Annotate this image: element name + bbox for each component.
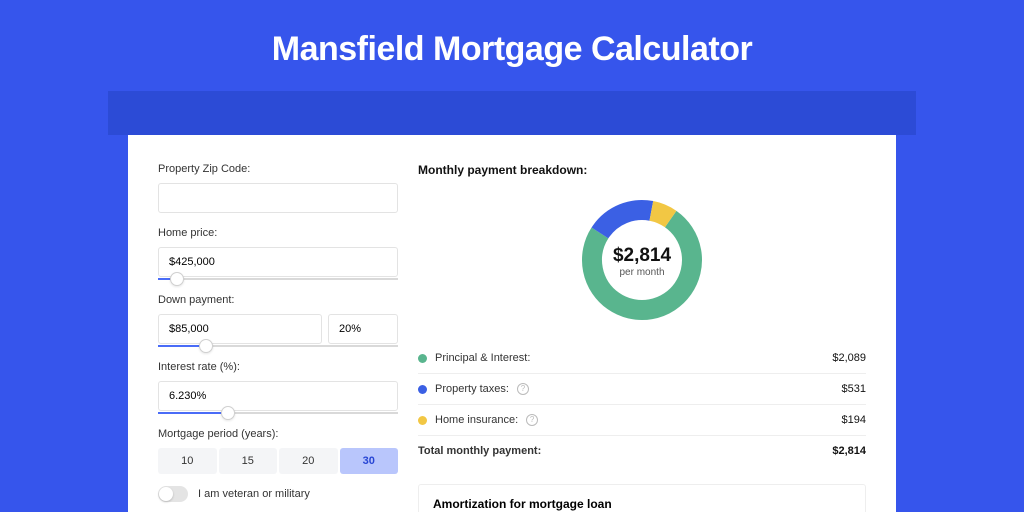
down-slider[interactable]	[158, 345, 398, 347]
legend-dot	[418, 385, 427, 394]
rate-label: Interest rate (%):	[158, 361, 398, 373]
legend-total-value: $2,814	[832, 445, 866, 457]
zip-label: Property Zip Code:	[158, 163, 398, 175]
info-icon[interactable]: ?	[526, 414, 538, 426]
breakdown-column: Monthly payment breakdown: $2,814 per mo…	[418, 163, 866, 512]
rate-slider-thumb[interactable]	[221, 406, 235, 420]
calculator-card: Property Zip Code: Home price: Down paym…	[128, 135, 896, 512]
period-button-30[interactable]: 30	[340, 448, 399, 474]
legend-value: $2,089	[832, 352, 866, 364]
donut-chart: $2,814 per month	[577, 195, 707, 325]
donut-center-amount: $2,814	[613, 245, 672, 266]
legend-total-label: Total monthly payment:	[418, 445, 541, 457]
veteran-row: I am veteran or military	[158, 486, 398, 502]
breakdown-title: Monthly payment breakdown:	[418, 163, 866, 177]
down-field: Down payment:	[158, 294, 398, 347]
page-title: Mansfield Mortgage Calculator	[0, 0, 1024, 91]
zip-field: Property Zip Code:	[158, 163, 398, 213]
legend-dot	[418, 416, 427, 425]
period-button-15[interactable]: 15	[219, 448, 278, 474]
rate-slider[interactable]	[158, 412, 398, 414]
rate-field: Interest rate (%):	[158, 361, 398, 414]
rate-slider-fill	[158, 412, 228, 414]
down-amount-input[interactable]	[158, 314, 322, 344]
price-field: Home price:	[158, 227, 398, 280]
legend-value: $531	[842, 383, 866, 395]
donut-chart-wrap: $2,814 per month	[418, 187, 866, 343]
period-button-10[interactable]: 10	[158, 448, 217, 474]
amortization-box: Amortization for mortgage loan Amortizat…	[418, 484, 866, 512]
period-button-group: 10152030	[158, 448, 398, 474]
veteran-toggle-knob	[159, 487, 173, 501]
period-field: Mortgage period (years): 10152030	[158, 428, 398, 474]
header-band	[108, 91, 916, 135]
donut-center-sub: per month	[619, 267, 664, 278]
down-label: Down payment:	[158, 294, 398, 306]
period-label: Mortgage period (years):	[158, 428, 398, 440]
price-label: Home price:	[158, 227, 398, 239]
down-percent-input[interactable]	[328, 314, 398, 344]
legend-label: Principal & Interest:	[435, 352, 530, 364]
legend-label: Home insurance:	[435, 414, 518, 426]
legend: Principal & Interest: $2,089 Property taxe…	[418, 343, 866, 466]
veteran-label: I am veteran or military	[198, 488, 310, 500]
period-button-20[interactable]: 20	[279, 448, 338, 474]
info-icon[interactable]: ?	[517, 383, 529, 395]
veteran-toggle[interactable]	[158, 486, 188, 502]
amortization-title: Amortization for mortgage loan	[433, 497, 851, 511]
rate-input[interactable]	[158, 381, 398, 411]
price-input[interactable]	[158, 247, 398, 277]
zip-input[interactable]	[158, 183, 398, 213]
legend-row: Property taxes:? $531	[418, 374, 866, 405]
price-slider[interactable]	[158, 278, 398, 280]
price-slider-thumb[interactable]	[170, 272, 184, 286]
legend-row: Principal & Interest: $2,089	[418, 343, 866, 374]
legend-total-row: Total monthly payment: $2,814	[418, 436, 866, 466]
form-column: Property Zip Code: Home price: Down paym…	[158, 163, 398, 512]
down-slider-thumb[interactable]	[199, 339, 213, 353]
legend-row: Home insurance:? $194	[418, 405, 866, 436]
legend-label: Property taxes:	[435, 383, 509, 395]
legend-value: $194	[842, 414, 866, 426]
legend-dot	[418, 354, 427, 363]
